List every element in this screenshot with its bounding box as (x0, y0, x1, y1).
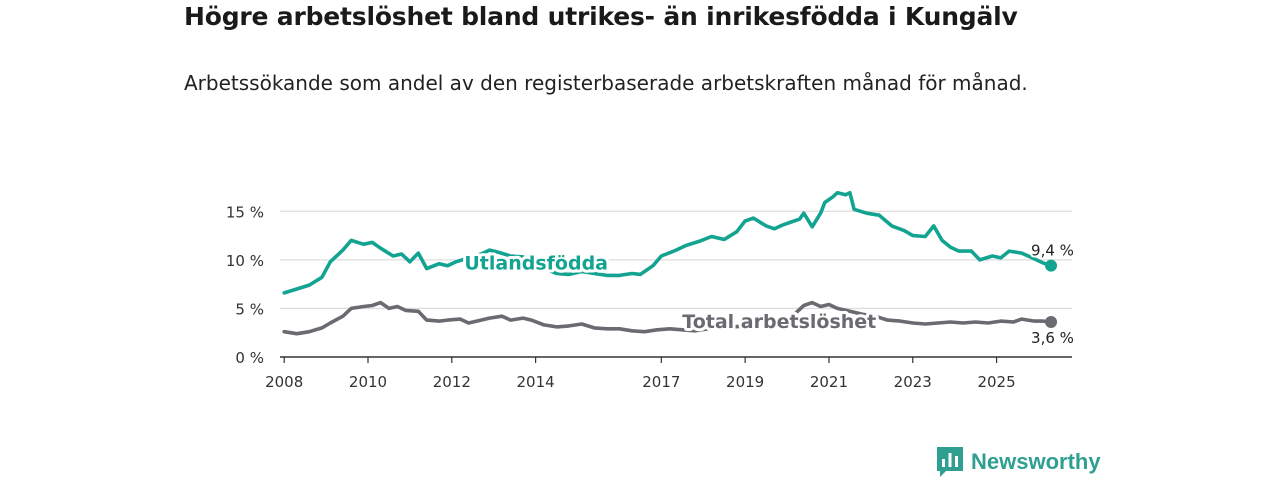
chart-subtitle: Arbetssökande som andel av den registerb… (184, 71, 1028, 95)
x-tick-label: 2019 (726, 373, 764, 391)
y-tick-label: 0 % (235, 349, 264, 367)
y-tick-label: 10 % (226, 252, 264, 270)
x-tick-label: 2012 (433, 373, 471, 391)
x-tick-label: 2023 (894, 373, 932, 391)
series-line-total-arbetsloshet (282, 300, 1053, 336)
grid-lines (280, 210, 1072, 310)
x-tick-label: 2025 (977, 373, 1015, 391)
y-tick-label: 15 % (226, 203, 264, 221)
newsworthy-logo: Newsworthy (937, 447, 1101, 477)
x-tick-label: 2017 (642, 373, 680, 391)
end-value-label-total-arbetsloshet: 3,6 % (1031, 329, 1074, 347)
series-lines (282, 191, 1058, 336)
series-name-label-total-arbetsloshet: Total arbetslöshet (682, 311, 876, 333)
series-name-label-utlandsfodda: Utlandsfödda (464, 253, 608, 275)
y-axis-ticks: 0 % 5 % 10 % 15 % (226, 203, 264, 367)
series-end-point-utlandsfodda (1045, 259, 1058, 272)
x-tick-label: 2010 (349, 373, 387, 391)
chart-title: Högre arbetslöshet bland utrikes- än inr… (184, 2, 1018, 31)
end-value-label-utlandsfodda: 9,4 % (1031, 242, 1074, 260)
x-axis: 2008 2010 2012 2014 2017 2019 2021 2023 2025 (265, 356, 1072, 391)
x-tick-label: 2014 (517, 373, 555, 391)
brand-name: Newsworthy (971, 449, 1101, 474)
series-line-utlandsfodda (282, 191, 1053, 295)
end-value-halo: 9,4 % (1031, 242, 1074, 260)
bar-chart-logo-icon (937, 447, 963, 477)
end-value-halo: 3,6 % (1031, 329, 1074, 347)
series-name-halo: Utlandsfödda (464, 253, 608, 275)
y-tick-label: 5 % (235, 300, 264, 318)
x-tick-label: 2021 (810, 373, 848, 391)
series-end-point-total-arbetsloshet (1045, 316, 1058, 329)
x-tick-label: 2008 (265, 373, 303, 391)
line-chart: 0 %5 %10 %15 % 2008 2010 2012 2014 2017 2019 2… (226, 191, 1076, 391)
series-name-halo: Total arbetslöshet (682, 311, 876, 333)
